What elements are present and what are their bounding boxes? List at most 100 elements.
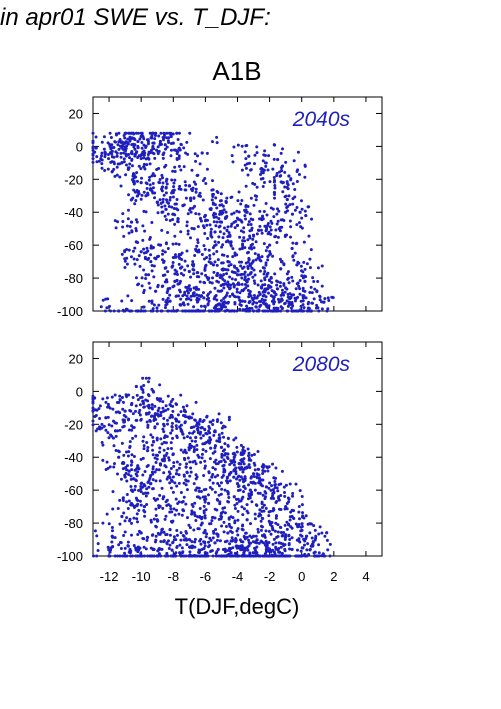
data-point — [158, 139, 163, 144]
data-point-cloud — [168, 196, 172, 200]
data-point-cloud — [199, 426, 203, 430]
data-point-cloud — [195, 271, 199, 275]
data-point-cloud — [123, 473, 127, 477]
data-point-cloud — [206, 236, 210, 240]
data-point-cloud — [140, 554, 144, 558]
data-point-cloud — [100, 441, 104, 445]
data-point-cloud — [171, 261, 175, 265]
data-point-cloud — [161, 284, 165, 288]
data-point-cloud — [107, 436, 111, 440]
data-point-cloud — [232, 438, 236, 442]
data-point-cloud — [199, 537, 203, 541]
data-point-cloud — [236, 475, 240, 479]
data-point-cloud — [185, 404, 189, 408]
data-point-cloud — [243, 278, 247, 282]
data-point-cloud — [124, 149, 128, 153]
data-point-cloud — [269, 488, 273, 492]
data-point-cloud — [202, 504, 206, 508]
data-point-cloud — [290, 526, 294, 530]
data-point-cloud — [213, 240, 217, 244]
data-point-cloud — [143, 309, 147, 313]
data-point-cloud — [252, 268, 256, 272]
data-point-cloud — [234, 278, 238, 282]
data-point-cloud — [150, 443, 154, 447]
data-point-cloud — [150, 301, 154, 305]
data-point-cloud — [298, 279, 302, 283]
data-point-cloud — [303, 175, 307, 179]
data-point-cloud — [120, 396, 124, 400]
data-point-cloud — [165, 298, 169, 302]
data-point-cloud — [117, 400, 121, 404]
data-point-cloud — [126, 507, 130, 511]
data-point-cloud — [230, 212, 234, 216]
data-point-cloud — [150, 221, 154, 225]
data-point-cloud — [142, 190, 146, 194]
data-point-cloud — [171, 475, 175, 479]
data-point-cloud — [122, 420, 126, 424]
data-point-cloud — [233, 521, 237, 525]
data-point-cloud — [302, 306, 306, 310]
data-point-cloud — [241, 495, 245, 499]
data-point-cloud — [127, 131, 131, 135]
data-point-cloud — [183, 188, 187, 192]
data-point-cloud — [260, 516, 264, 520]
data-point-cloud — [266, 258, 270, 262]
data-point-cloud — [275, 174, 279, 178]
data-point-cloud — [154, 460, 158, 464]
data-point-cloud — [177, 262, 181, 266]
data-point-cloud — [312, 279, 316, 283]
data-point-cloud — [236, 143, 240, 147]
data-point-cloud — [224, 305, 228, 309]
data-point-cloud — [313, 528, 317, 532]
period-label: 2040s — [292, 108, 351, 131]
data-point-cloud — [242, 272, 246, 276]
data-point-cloud — [241, 477, 245, 481]
data-point-cloud — [122, 534, 126, 538]
data-point-cloud — [140, 146, 144, 150]
data-point-cloud — [174, 538, 178, 542]
data-point-cloud — [286, 209, 290, 213]
data-point-cloud — [323, 554, 327, 558]
data-point-cloud — [183, 448, 187, 452]
data-point-cloud — [100, 151, 104, 155]
data-point-cloud — [228, 286, 232, 290]
data-point-cloud — [200, 456, 204, 460]
data-point-cloud — [257, 541, 261, 545]
data-point-cloud — [184, 183, 188, 187]
data-point-cloud — [152, 147, 156, 151]
data-point-cloud — [120, 161, 124, 165]
data-point-cloud — [288, 518, 292, 522]
data-point-cloud — [193, 513, 197, 517]
data-point-cloud — [282, 218, 286, 222]
data-point-cloud — [209, 538, 213, 542]
data-point-cloud — [153, 134, 157, 138]
data-point-cloud — [188, 208, 192, 212]
data-point-cloud — [176, 137, 180, 141]
data-point-cloud — [174, 551, 178, 555]
data-point-cloud — [135, 504, 139, 508]
data-point-cloud — [273, 476, 277, 480]
data-point — [200, 151, 204, 155]
data-point-cloud — [271, 207, 275, 211]
data-point-cloud — [267, 541, 271, 545]
data-point-cloud — [152, 303, 156, 307]
data-point-cloud — [122, 157, 126, 161]
data-point-cloud — [189, 298, 193, 302]
data-point-cloud — [149, 253, 153, 257]
data-point-cloud — [223, 488, 227, 492]
data-point-cloud — [146, 380, 150, 384]
data-point-cloud — [141, 439, 145, 443]
data-point-cloud — [162, 471, 166, 475]
data-point-cloud — [202, 511, 206, 515]
data-point-cloud — [95, 160, 99, 164]
data-point-cloud — [269, 294, 273, 298]
data-point-cloud — [119, 184, 123, 188]
data-point-cloud — [259, 519, 263, 523]
data-point-cloud — [207, 471, 211, 475]
data-point-cloud — [150, 131, 154, 135]
data-point-cloud — [249, 476, 253, 480]
data-point-cloud — [145, 420, 149, 424]
data-point-cloud — [201, 495, 205, 499]
data-point-cloud — [177, 242, 181, 246]
data-point-cloud — [169, 520, 173, 524]
